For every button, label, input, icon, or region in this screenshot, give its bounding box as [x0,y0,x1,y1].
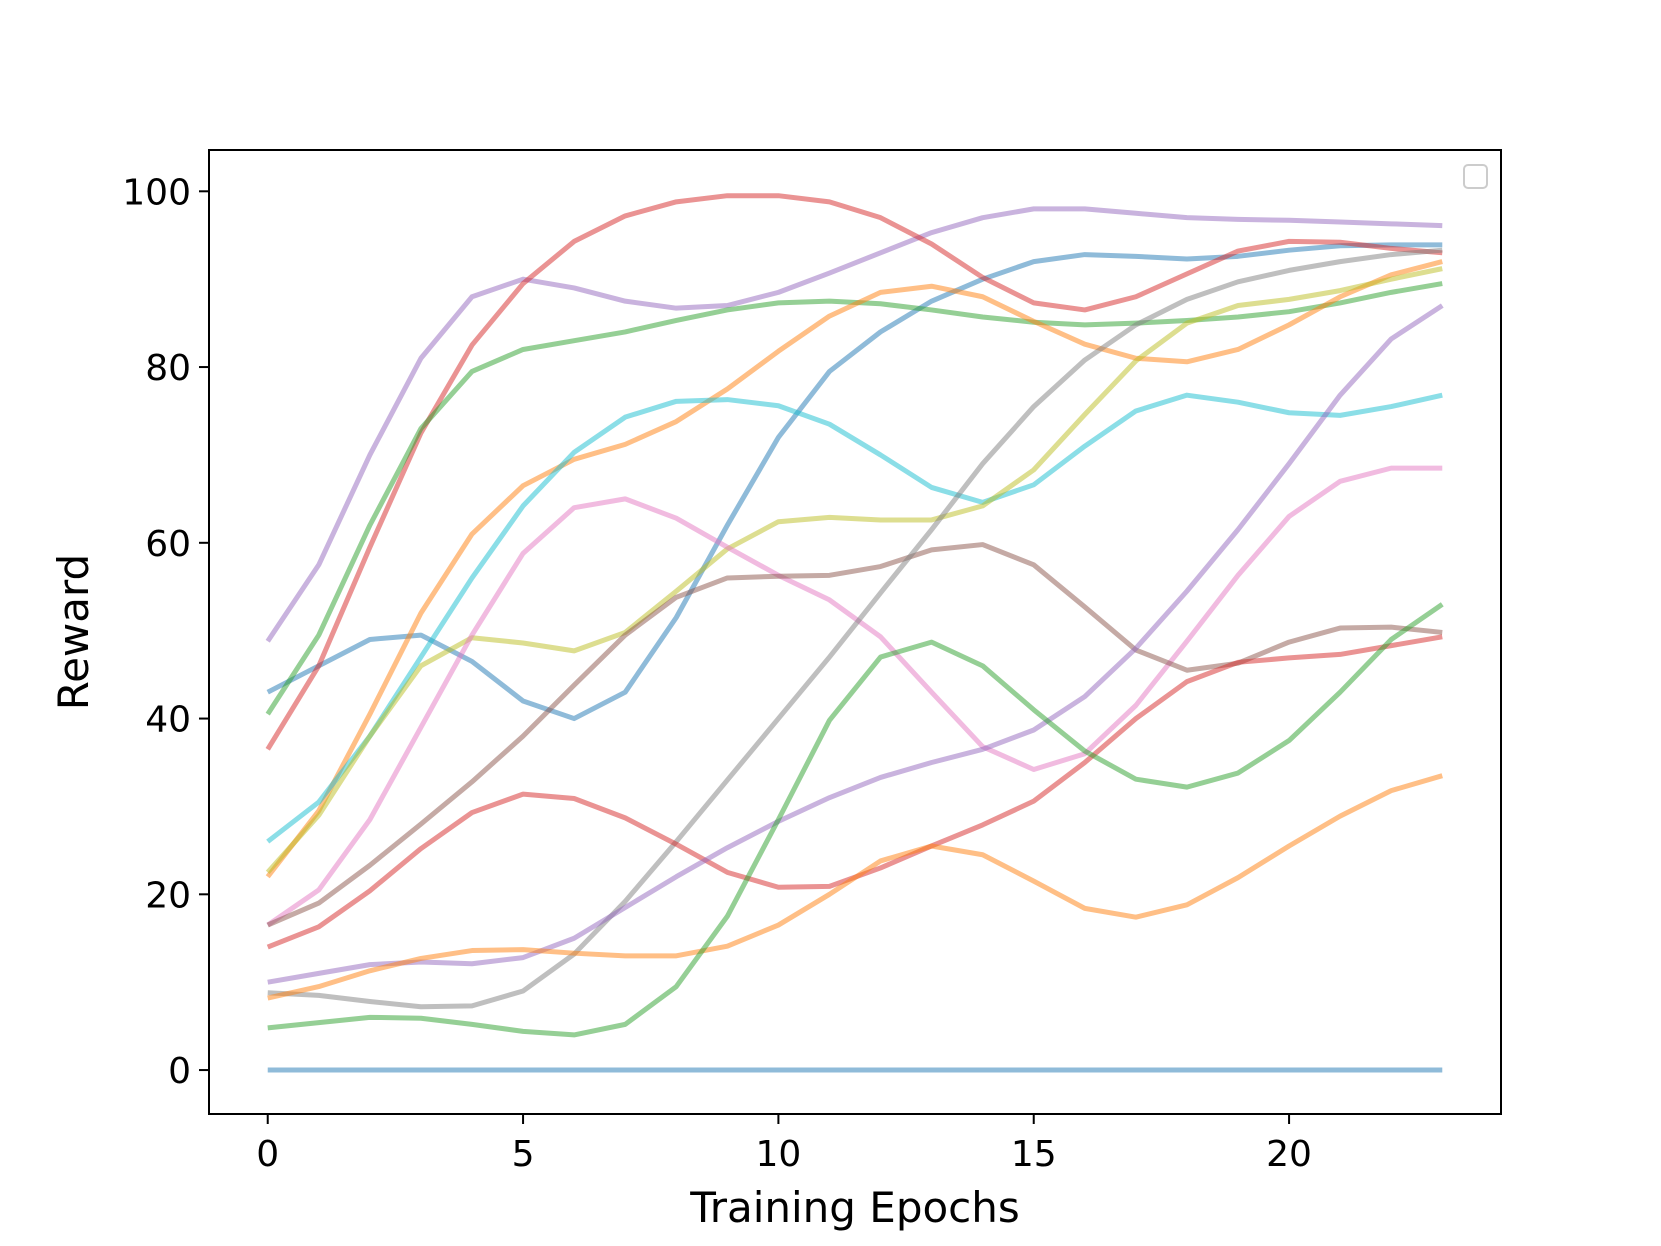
series-line [267,303,1444,985]
x-tick-label: 15 [1011,1134,1057,1175]
x-tick-label: 10 [755,1134,801,1175]
legend-box [1463,164,1488,189]
series-line [267,602,1444,1038]
series-line [265,259,1443,879]
y-tick-label: 80 [145,348,191,389]
y-tick-label: 40 [145,700,191,741]
x-tick-label: 0 [256,1134,279,1175]
x-tick-label: 20 [1266,1134,1312,1175]
y-tick-label: 20 [145,875,191,916]
plot-area [265,193,1444,1073]
y-tick-label: 0 [168,1051,191,1092]
y-tick-label: 100 [122,172,191,213]
series-line [267,247,1443,1010]
series-line [265,206,1443,643]
axes-frame [208,149,1502,1115]
y-axis-label: Reward [49,554,98,710]
series-line [266,465,1443,928]
series-line [266,392,1443,844]
y-tick-label: 60 [145,524,191,565]
series-line [265,193,1443,751]
series-line [266,242,1443,722]
x-tick-label: 5 [512,1134,535,1175]
series-line [267,773,1443,1001]
x-axis-label: Training Epochs [689,1183,1020,1232]
series-line [265,266,1443,875]
